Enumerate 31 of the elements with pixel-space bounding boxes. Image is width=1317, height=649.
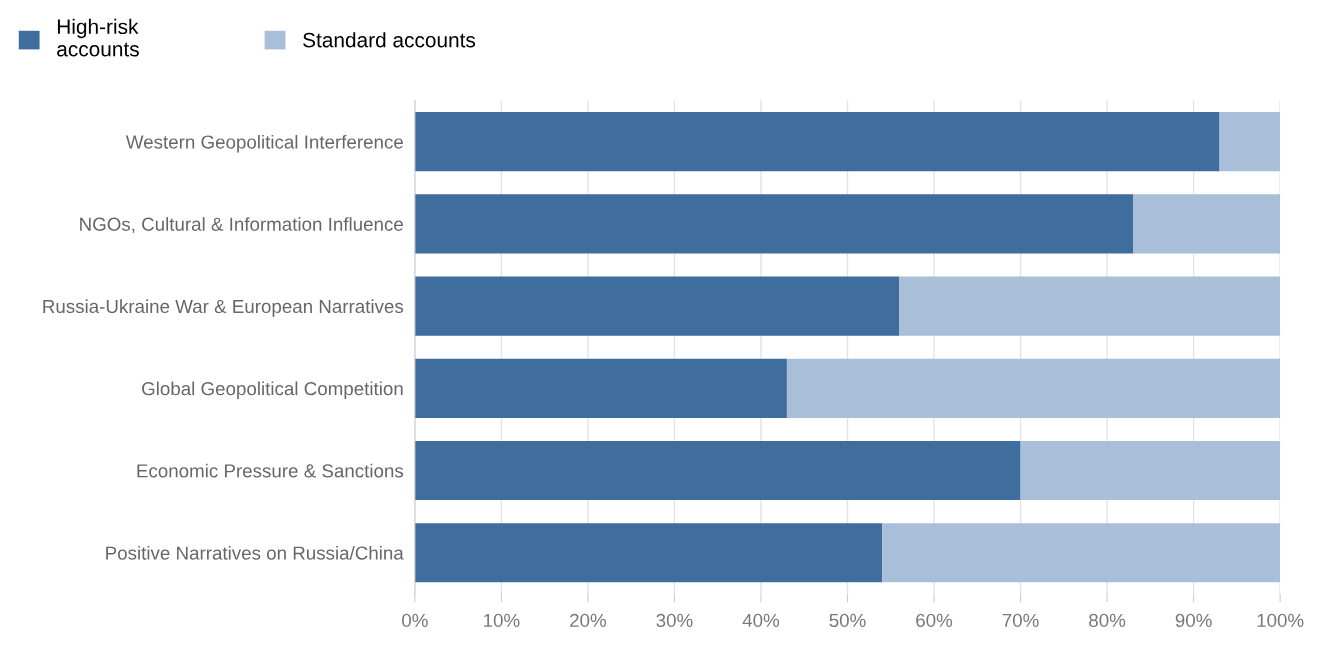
y-tick-label: Global Geopolitical Competition bbox=[142, 381, 403, 399]
x-tick-label: 30% bbox=[656, 613, 693, 628]
x-tick-label: 50% bbox=[829, 613, 866, 628]
bar bbox=[414, 194, 1134, 254]
x-tick-label: 40% bbox=[742, 613, 780, 628]
x-tick-label: 80% bbox=[1089, 613, 1126, 628]
x-tick-label: 0% bbox=[402, 613, 428, 628]
x-tick-label: 60% bbox=[916, 613, 953, 628]
y-tick-label: Economic Pressure & Sanctions bbox=[137, 463, 404, 478]
bar bbox=[414, 276, 900, 336]
y-tick-label: NGOs, Cultural & Information Influence bbox=[80, 217, 403, 234]
x-tick-label: 10% bbox=[484, 613, 520, 628]
x-tick-label: 70% bbox=[1002, 613, 1039, 628]
bar bbox=[414, 440, 1021, 501]
bar bbox=[1020, 440, 1281, 501]
x-tick-label: 20% bbox=[570, 613, 607, 628]
y-tick-label: Russia-Ukraine War & European Narratives bbox=[43, 299, 404, 317]
bar bbox=[1219, 112, 1281, 172]
x-tick-label: 90% bbox=[1175, 613, 1212, 628]
bar bbox=[414, 112, 1220, 172]
y-tick-label: Positive Narratives on Russia/China bbox=[106, 545, 404, 560]
bar bbox=[414, 358, 787, 418]
x-tick-label: 100% bbox=[1257, 613, 1304, 628]
bar bbox=[414, 523, 883, 583]
bar bbox=[899, 276, 1281, 336]
bar bbox=[882, 523, 1281, 583]
bar bbox=[1133, 194, 1281, 254]
y-tick-label: Western Geopolitical Interference bbox=[125, 134, 403, 153]
bar bbox=[786, 358, 1281, 418]
legend-label: Standard accounts bbox=[303, 32, 476, 48]
legend-label: High-risk accounts bbox=[57, 18, 139, 57]
